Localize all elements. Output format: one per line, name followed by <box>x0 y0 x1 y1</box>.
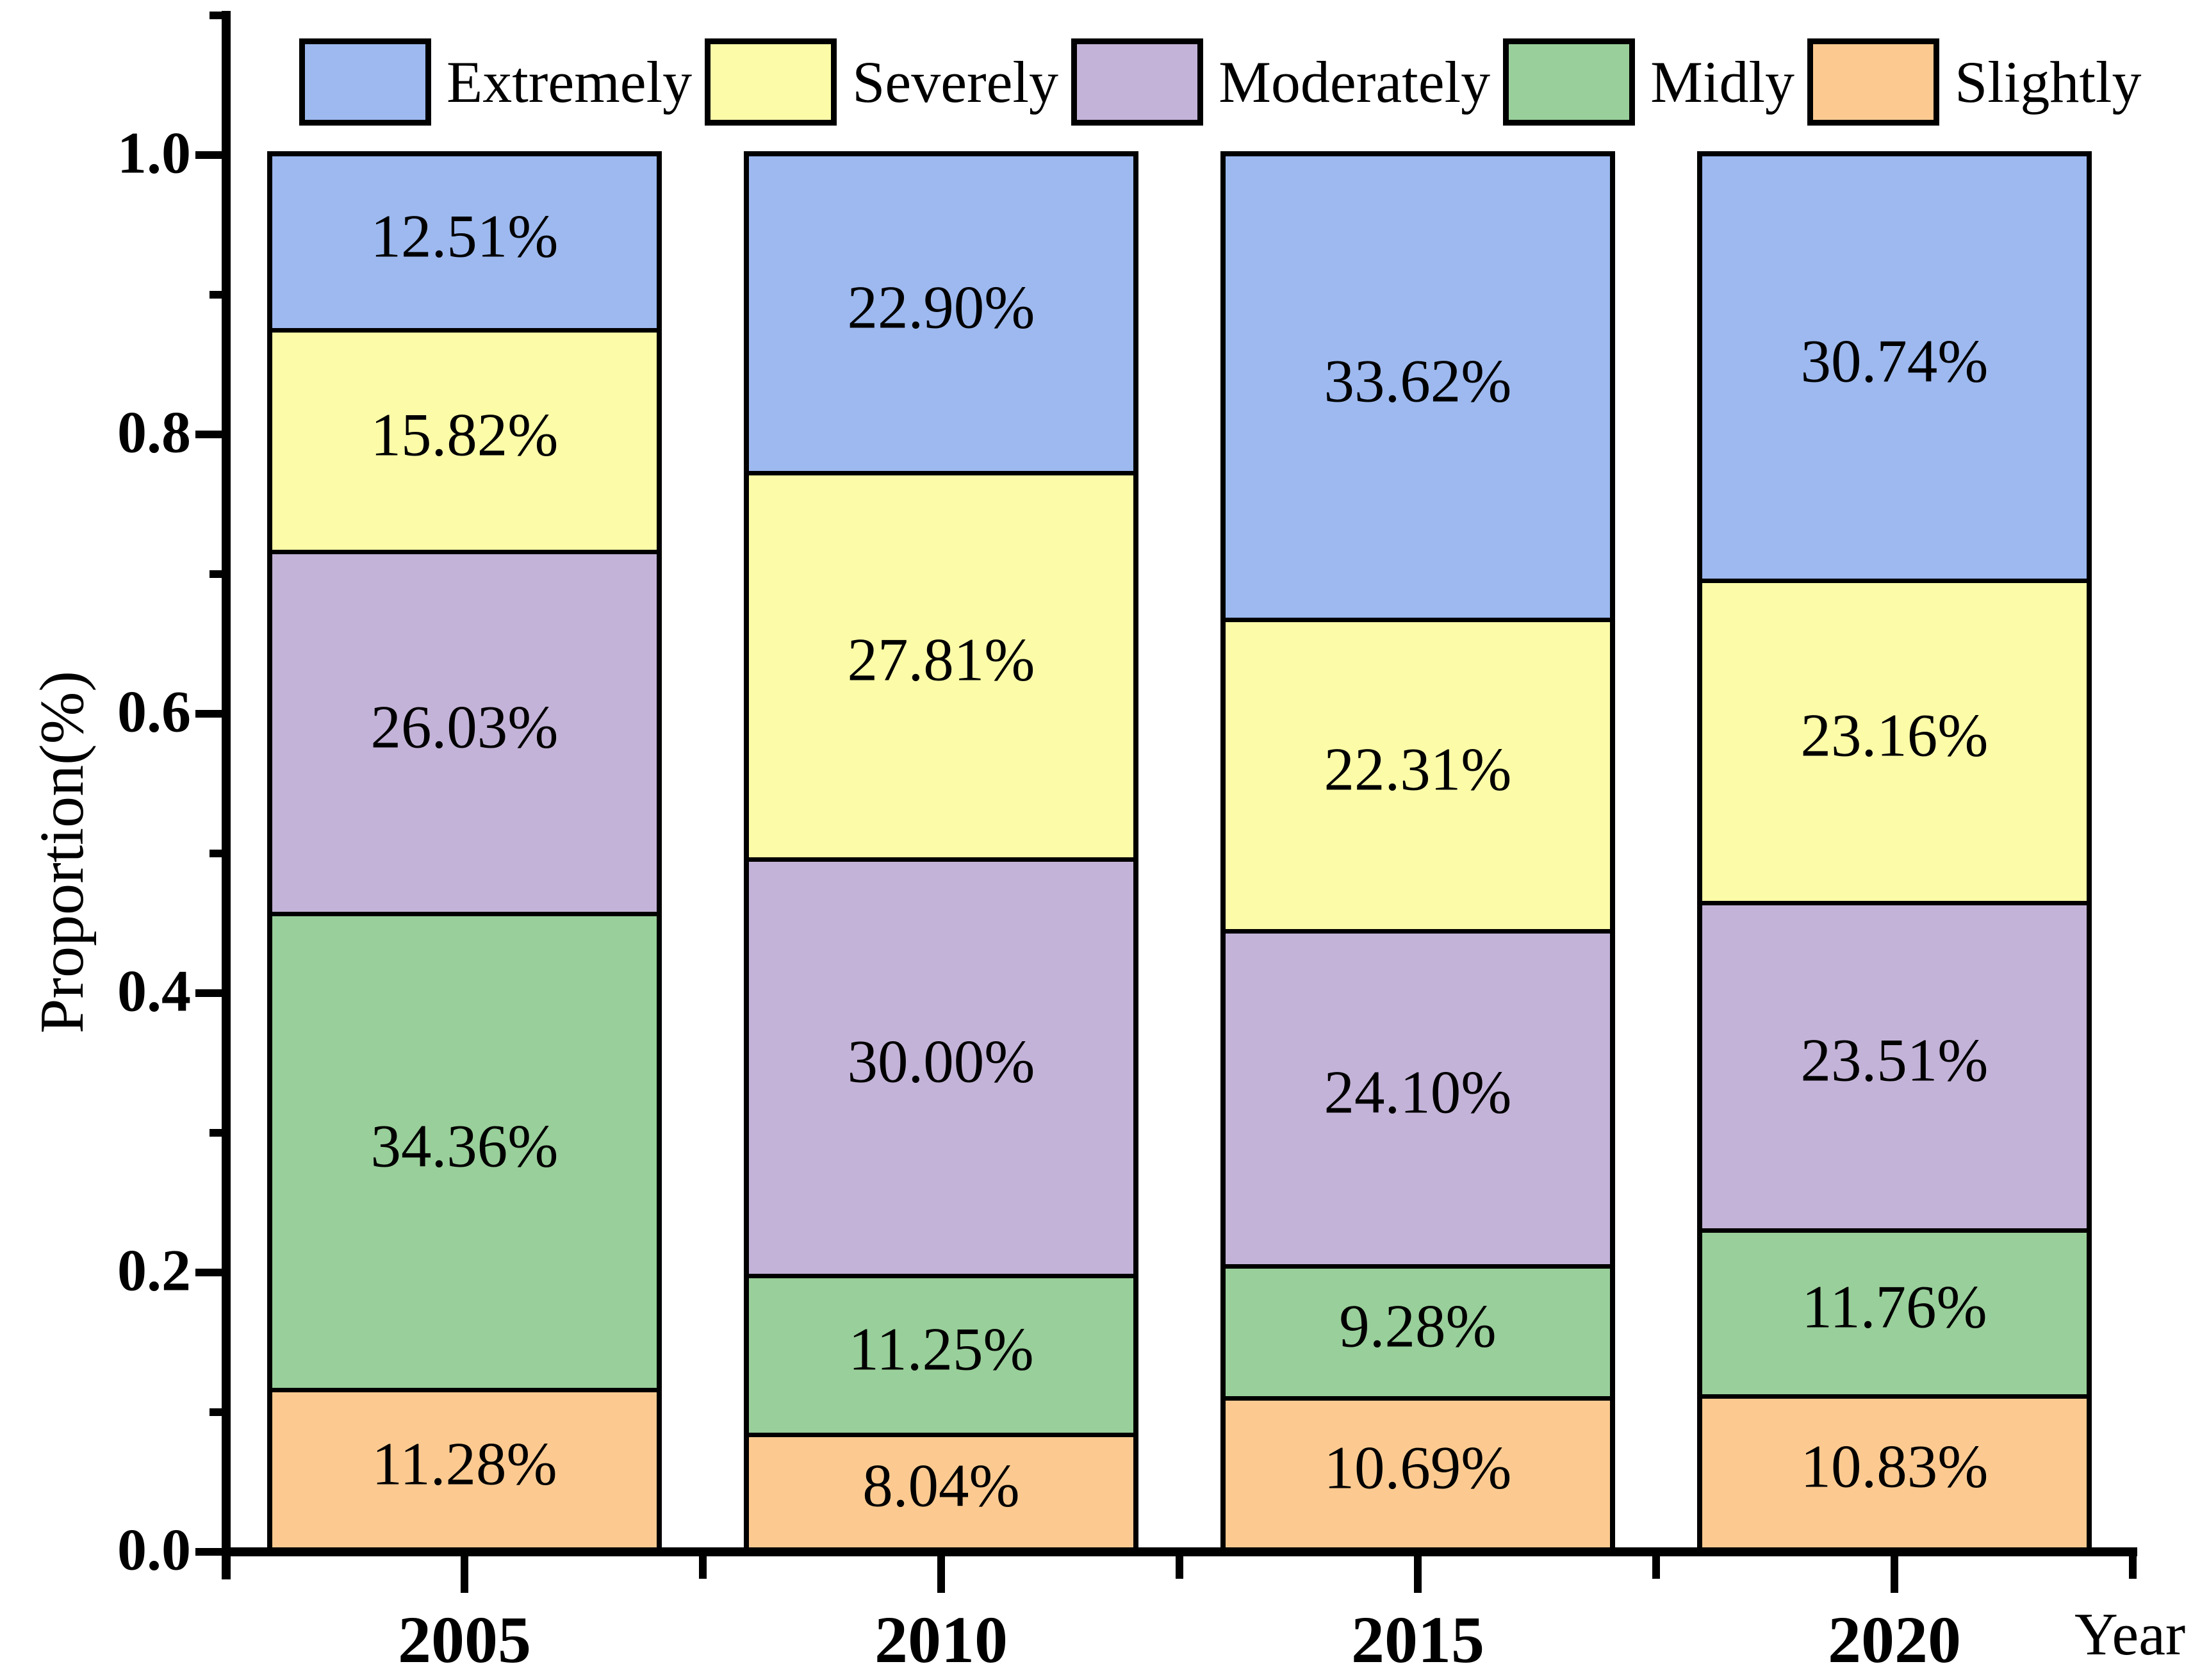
x-axis-minor-tick <box>222 1552 230 1579</box>
segment-value-label: 34.36% <box>370 1112 559 1180</box>
legend-label: Severely <box>852 49 1059 115</box>
y-axis-minor-tick <box>209 570 226 578</box>
segment-moderately-2015: 24.10% <box>1226 933 1610 1269</box>
legend-label: Midly <box>1650 49 1795 115</box>
segment-value-label: 24.10% <box>1324 1058 1512 1126</box>
x-axis-minor-tick <box>1176 1552 1183 1579</box>
segment-value-label: 27.81% <box>847 625 1035 694</box>
segment-midly-2005: 34.36% <box>272 916 657 1393</box>
segment-midly-2010: 11.25% <box>749 1278 1133 1437</box>
y-axis-tick-label: 1.0 <box>117 120 191 186</box>
x-axis-minor-tick <box>2129 1552 2137 1579</box>
legend-swatch-slightly <box>1807 38 1940 126</box>
segment-midly-2020: 11.76% <box>1702 1232 2087 1399</box>
legend-swatch-midly <box>1503 38 1636 126</box>
y-axis-minor-tick <box>209 291 226 299</box>
x-axis-major-tick <box>461 1552 468 1593</box>
legend-label: Slightly <box>1955 49 2142 115</box>
legend-item-midly: Midly <box>1503 38 1807 126</box>
y-axis-tick-label: 0.0 <box>117 1517 191 1583</box>
segment-slightly-2010: 8.04% <box>749 1437 1133 1548</box>
y-axis-major-tick <box>195 710 226 718</box>
legend-swatch-severely <box>705 38 837 126</box>
x-axis-major-tick <box>937 1552 945 1593</box>
y-axis-tick-label: 0.6 <box>117 679 191 745</box>
segment-extremely-2015: 33.62% <box>1226 156 1610 623</box>
x-axis-major-tick <box>1414 1552 1422 1593</box>
segment-value-label: 15.82% <box>370 400 559 469</box>
y-axis-minor-tick <box>209 1129 226 1137</box>
bar-2010: 22.90% 27.81% 30.00% 11.25% 8.04% <box>744 151 1138 1552</box>
y-axis-tick-label: 0.2 <box>117 1237 191 1303</box>
segment-value-label: 26.03% <box>370 693 559 761</box>
segment-moderately-2010: 30.00% <box>749 861 1133 1278</box>
legend-item-severely: Severely <box>705 38 1071 126</box>
segment-moderately-2005: 26.03% <box>272 554 657 916</box>
y-axis-major-tick <box>195 151 226 159</box>
segment-value-label: 12.51% <box>370 202 559 270</box>
segment-value-label: 10.83% <box>1800 1432 1989 1501</box>
segment-severely-2020: 23.16% <box>1702 582 2087 906</box>
segment-value-label: 11.28% <box>372 1429 557 1498</box>
segment-slightly-2005: 11.28% <box>272 1392 657 1547</box>
y-axis-minor-tick <box>209 1408 226 1416</box>
segment-midly-2015: 9.28% <box>1226 1269 1610 1401</box>
x-axis-tick-label: 2010 <box>875 1603 1008 1677</box>
y-axis-major-tick <box>195 1269 226 1276</box>
y-axis-major-tick <box>195 989 226 997</box>
segment-value-label: 11.76% <box>1802 1272 1987 1341</box>
y-axis-minor-tick <box>209 850 226 857</box>
segment-severely-2005: 15.82% <box>272 333 657 555</box>
legend-item-slightly: Slightly <box>1807 38 2154 126</box>
bar-2005: 12.51% 15.82% 26.03% 34.36% 11.28% <box>267 151 662 1552</box>
legend-item-moderately: Moderately <box>1071 38 1503 126</box>
segment-extremely-2020: 30.74% <box>1702 156 2087 583</box>
x-axis-tick-label: 2020 <box>1828 1603 1961 1677</box>
legend-item-extremely: Extremely <box>299 38 705 126</box>
segment-value-label: 23.16% <box>1800 701 1989 770</box>
legend-label: Moderately <box>1219 49 1491 115</box>
x-axis-minor-tick <box>1652 1552 1660 1579</box>
y-axis-line <box>222 11 231 1579</box>
segment-severely-2010: 27.81% <box>749 475 1133 862</box>
y-axis-tick-label: 0.8 <box>117 399 191 465</box>
legend-swatch-moderately <box>1071 38 1204 126</box>
segment-value-label: 22.31% <box>1324 735 1512 803</box>
segment-value-label: 33.62% <box>1324 347 1512 415</box>
y-axis-minor-tick <box>209 12 226 19</box>
bar-2015: 33.62% 22.31% 24.10% 9.28% 10.69% <box>1220 151 1615 1552</box>
y-axis-tick-label: 0.4 <box>117 958 191 1024</box>
segment-slightly-2020: 10.83% <box>1702 1398 2087 1547</box>
legend-label: Extremely <box>447 49 693 115</box>
x-axis-minor-tick <box>699 1552 707 1579</box>
legend: Extremely Severely Moderately Midly Slightly <box>299 38 2154 126</box>
x-axis-tick-label: 2005 <box>398 1603 531 1677</box>
x-axis-title: Year <box>2074 1601 2186 1668</box>
segment-value-label: 10.69% <box>1324 1433 1512 1502</box>
segment-extremely-2010: 22.90% <box>749 156 1133 475</box>
y-axis-major-tick <box>195 431 226 438</box>
segment-value-label: 22.90% <box>847 273 1035 342</box>
segment-severely-2015: 22.31% <box>1226 622 1610 934</box>
segment-value-label: 11.25% <box>848 1315 1034 1383</box>
x-axis-tick-label: 2015 <box>1351 1603 1484 1677</box>
segment-value-label: 9.28% <box>1339 1292 1497 1360</box>
legend-swatch-extremely <box>299 38 431 126</box>
segment-slightly-2015: 10.69% <box>1226 1400 1610 1548</box>
segment-value-label: 23.51% <box>1800 1026 1989 1094</box>
segment-value-label: 30.74% <box>1800 327 1989 395</box>
segment-extremely-2005: 12.51% <box>272 156 657 333</box>
segment-value-label: 8.04% <box>862 1451 1020 1520</box>
x-axis-major-tick <box>1891 1552 1898 1593</box>
y-axis-major-tick <box>195 1548 226 1556</box>
segment-value-label: 30.00% <box>847 1027 1035 1096</box>
segment-moderately-2020: 23.51% <box>1702 905 2087 1233</box>
bar-2020: 30.74% 23.16% 23.51% 11.76% 10.83% <box>1697 151 2092 1552</box>
